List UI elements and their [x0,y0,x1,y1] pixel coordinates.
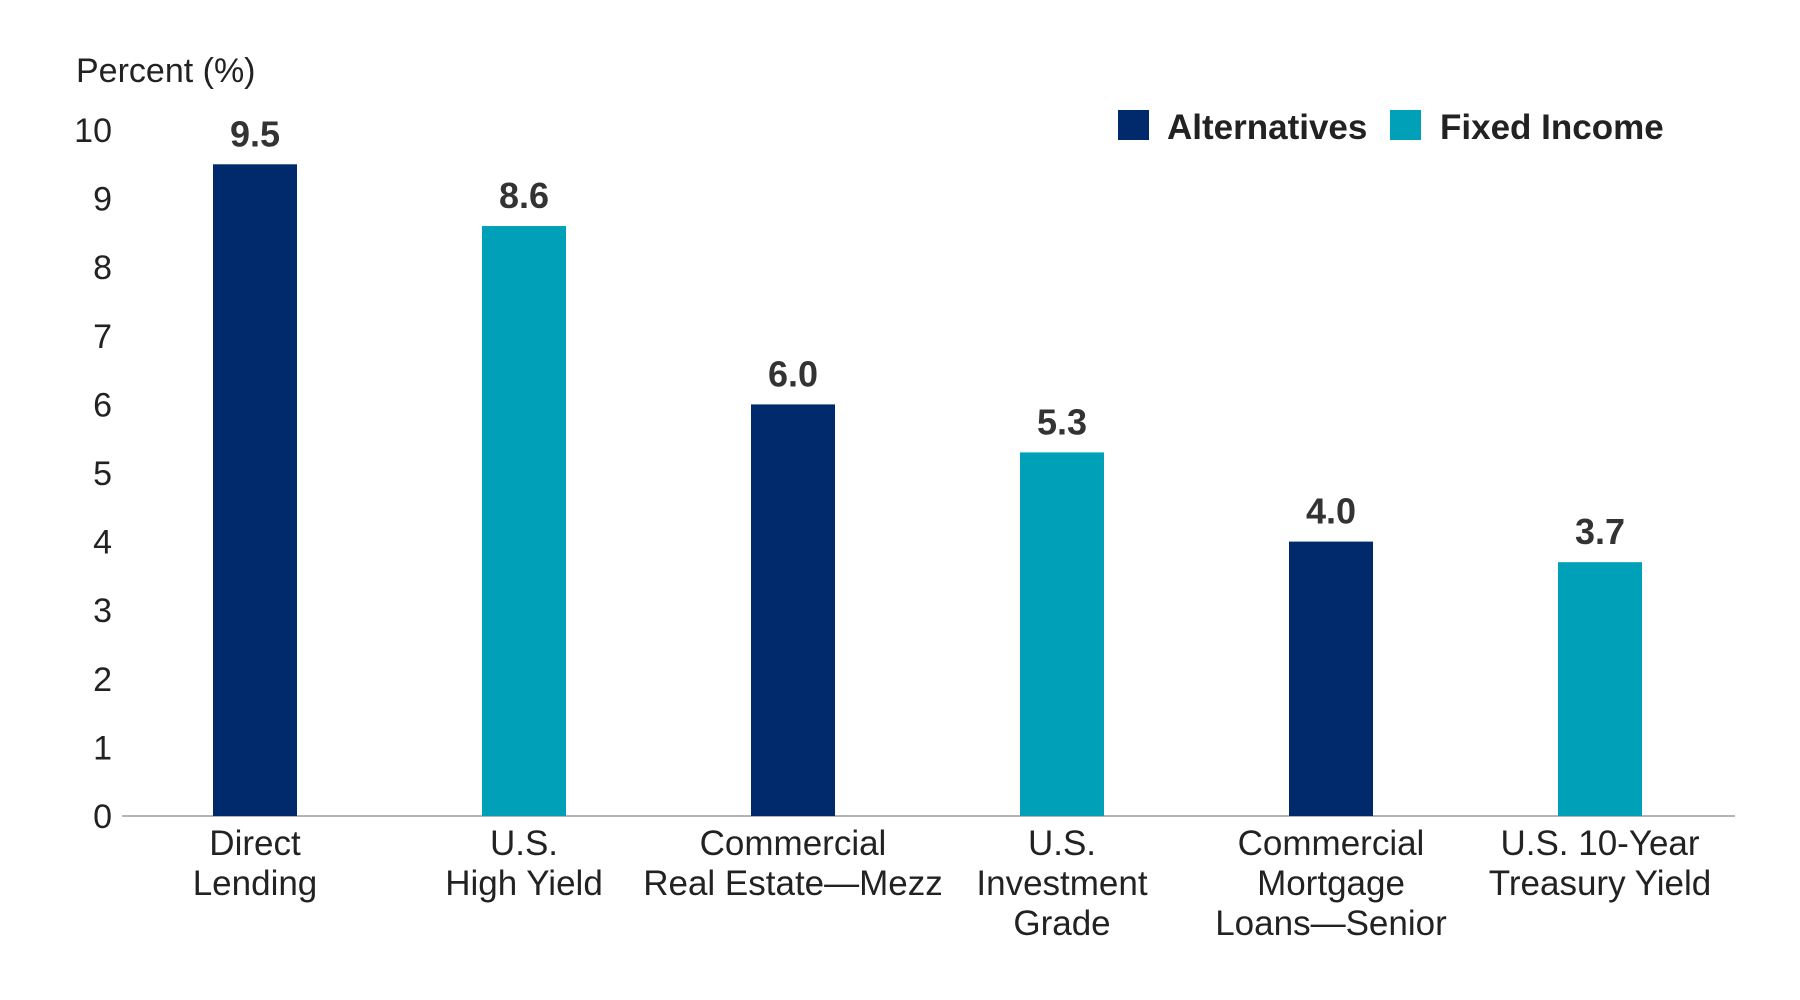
x-category-label: Commercial Real Estate—Mezz [643,824,943,903]
y-tick-label: 1 [93,729,112,767]
x-category-label: U.S. High Yield [445,824,603,903]
x-category-label-line: Real Estate—Mezz [643,864,943,903]
legend-label: Alternatives [1167,108,1367,147]
y-tick-label: 9 [93,181,112,219]
bar [1020,452,1104,816]
x-category-label-line: Mortgage [1257,864,1405,903]
x-category-label-line: Commercial [700,824,887,863]
legend-swatch [1390,110,1421,140]
legend: Alternatives Fixed Income [1118,108,1664,147]
x-category-label-line: Loans—Senior [1215,904,1447,943]
bar [213,164,297,817]
bar-value-label: 6.0 [768,353,818,394]
x-category-label: U.S. Investment Grade [976,824,1147,943]
x-category-label-line: Grade [1013,904,1110,943]
x-category-label-line: High Yield [445,864,603,903]
x-category-label-line: Lending [193,864,318,903]
x-category-label-line: U.S. [490,824,558,863]
y-tick-label: 4 [93,524,112,562]
bars-group [213,164,1642,817]
bar [751,404,835,816]
legend-label: Fixed Income [1440,108,1664,147]
x-category-label: Commercial Mortgage Loans—Senior [1215,824,1447,943]
x-category-label-line: U.S. 10-Year [1500,824,1699,863]
y-tick-label: 3 [93,592,112,630]
y-tick-label: 2 [93,661,112,699]
legend-swatch [1118,110,1149,140]
bar-value-label: 9.5 [230,113,280,154]
x-category-label-line: Direct [209,824,301,863]
bar [1558,562,1642,816]
y-axis-ticks: 0 1 2 3 4 5 6 7 8 9 10 [74,112,112,836]
y-tick-label: 5 [93,455,112,493]
bar [1289,541,1373,816]
bar-value-label: 5.3 [1037,401,1087,442]
x-category-label-line: Commercial [1238,824,1425,863]
bar-value-label: 8.6 [499,175,549,216]
x-category-label-line: Treasury Yield [1489,864,1711,903]
bar-value-label: 3.7 [1575,511,1625,552]
y-tick-label: 8 [93,249,112,287]
y-tick-label: 6 [93,386,112,424]
x-category-label: U.S. 10-Year Treasury Yield [1489,824,1711,903]
y-tick-label: 10 [74,112,112,150]
data-labels-group: 9.5 8.6 6.0 5.3 4.0 3.7 [230,113,1625,552]
x-category-label: Direct Lending [193,824,318,903]
bar-value-label: 4.0 [1306,491,1356,532]
y-tick-label: 0 [93,798,112,836]
x-category-label-line: U.S. [1028,824,1096,863]
y-axis-title: Percent (%) [76,52,256,90]
x-category-label-line: Investment [976,864,1147,903]
bar [482,226,566,817]
y-tick-label: 7 [93,318,112,356]
